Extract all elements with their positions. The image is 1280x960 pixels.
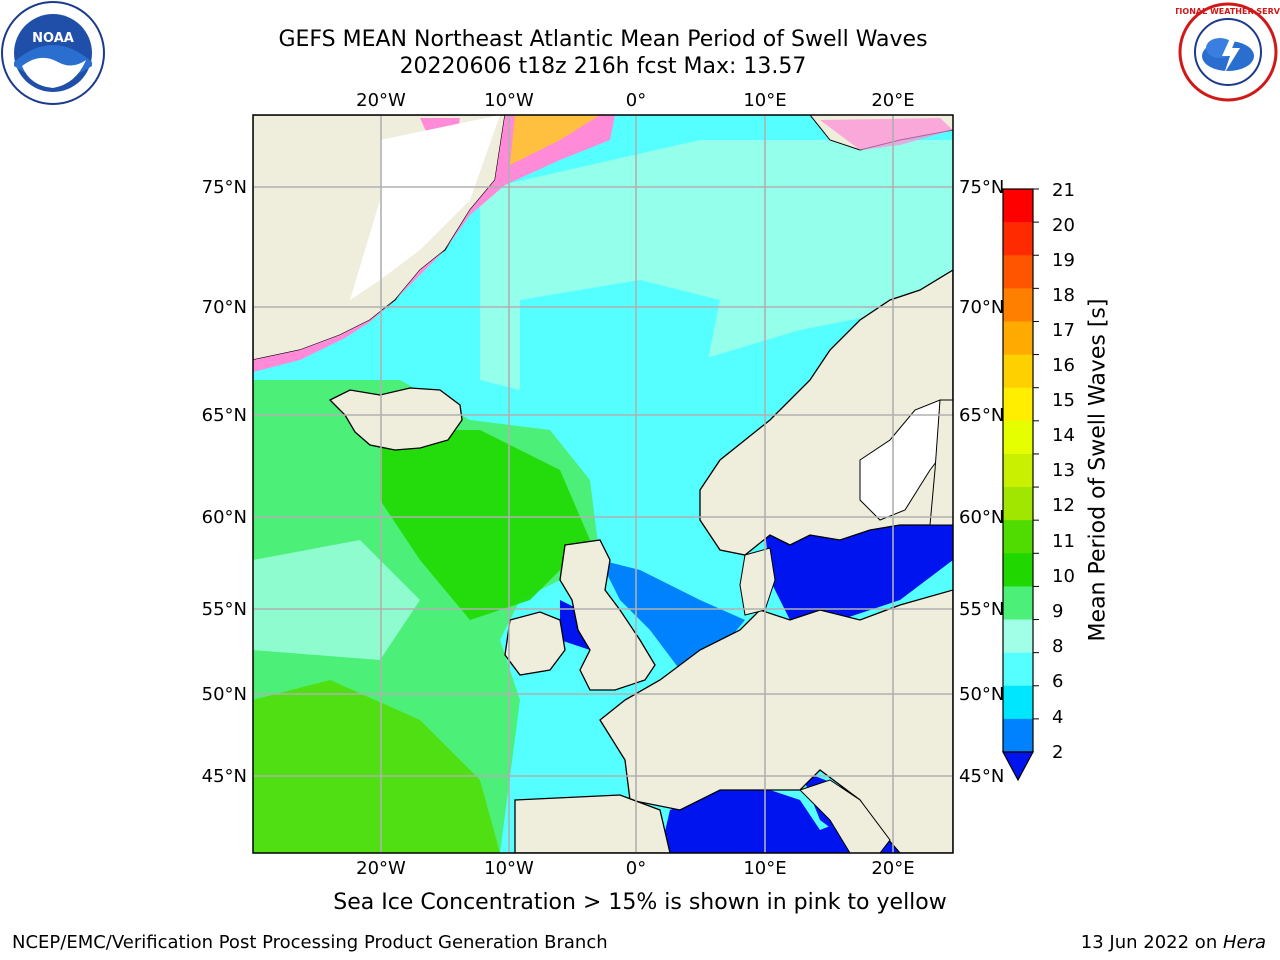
colorbar-tick-label: 15	[1052, 390, 1075, 411]
nws-logo-text: NATIONAL WEATHER SERVICE	[1176, 7, 1280, 16]
swell-zone-mid	[520, 280, 720, 440]
colorbar-segment	[1003, 487, 1033, 521]
chart-title: GEFS MEAN Northeast Atlantic Mean Period…	[278, 27, 928, 52]
colorbar-segment	[1003, 321, 1033, 356]
colorbar-segment	[1003, 685, 1033, 720]
graticule	[253, 115, 953, 853]
map-frame	[252, 114, 954, 854]
colorbar-segment	[1003, 288, 1033, 322]
colorbar-tick-label: 19	[1052, 250, 1075, 271]
lat-label-right: 45°N	[959, 766, 1004, 787]
colorbar-tick-label: 20	[1052, 215, 1075, 236]
colorbar-segment	[1003, 189, 1033, 223]
swell-zone-southgreen	[253, 680, 500, 853]
colorbar-segment	[1003, 222, 1033, 256]
lon-label-top: 20°E	[871, 90, 914, 111]
swell-zone-cyan-west	[253, 540, 420, 660]
lon-label-top: 10°W	[484, 90, 534, 111]
lon-label-top: 10°E	[743, 90, 786, 111]
colorbar-segment	[1003, 420, 1033, 455]
swell-zone-deepgreen	[380, 430, 590, 620]
colorbar-tick-label: 10	[1052, 566, 1075, 587]
svalbard-ice	[820, 118, 953, 150]
sea-ice-band	[253, 115, 615, 372]
footer-date-text: 13 Jun 2022 on	[1080, 932, 1223, 953]
lat-label-left: 70°N	[202, 297, 247, 318]
colorbar-segment	[1003, 255, 1033, 289]
lat-label-right: 60°N	[959, 507, 1004, 528]
lat-label-left: 55°N	[202, 599, 247, 620]
lon-label-bottom: 20°E	[871, 858, 914, 879]
colorbar-tick-label: 12	[1052, 495, 1075, 516]
lon-label-bottom: 20°W	[356, 858, 406, 879]
colorbar-segment	[1003, 387, 1033, 422]
colorbar-segment	[1003, 718, 1033, 753]
lat-label-right: 75°N	[959, 177, 1004, 198]
lat-labels-right: 75°N 70°N 65°N 60°N 55°N 50°N 45°N	[959, 177, 1004, 787]
colorbar-tick-label: 18	[1052, 285, 1075, 306]
colorbar-title: Mean Period of Swell Waves [s]	[1085, 298, 1111, 642]
europe-land	[599, 589, 953, 853]
lat-labels-left: 75°N 70°N 65°N 60°N 55°N 50°N 45°N	[202, 177, 247, 787]
lat-label-right: 55°N	[959, 599, 1004, 620]
colorbar-segment	[1003, 520, 1033, 554]
colorbar-segment	[1003, 652, 1033, 687]
colorbar-tick-label: 11	[1052, 531, 1075, 552]
colorbar-segment	[1003, 453, 1033, 488]
finland-land	[929, 399, 953, 526]
biscay-cyan	[540, 700, 625, 810]
lat-label-right: 70°N	[959, 297, 1004, 318]
colorbar-frame	[1002, 188, 1034, 753]
great-britain-land	[559, 539, 656, 691]
sea-ice-yellow	[510, 115, 600, 165]
footer-credit: NCEP/EMC/Verification Post Processing Pr…	[12, 932, 608, 953]
lat-label-right: 50°N	[959, 684, 1004, 705]
colorbar-tick-label: 4	[1052, 707, 1064, 728]
lat-label-left: 75°N	[202, 177, 247, 198]
colorbar-extend-triangle	[1001, 751, 1035, 782]
sea-ice-note: Sea Ice Concentration > 15% is shown in …	[333, 890, 947, 915]
lat-label-right: 65°N	[959, 405, 1004, 426]
colorbar-segment	[1003, 619, 1033, 654]
lon-label-top: 0°	[626, 90, 646, 111]
lat-label-left: 50°N	[202, 684, 247, 705]
lon-labels-top: 20°W 10°W 0° 10°E 20°E	[356, 90, 914, 111]
greenland-ice-white	[350, 115, 500, 300]
noaa-logo: NOAA	[1, 1, 105, 105]
lat-label-left: 60°N	[202, 507, 247, 528]
ireland-land	[504, 611, 566, 676]
lon-label-top: 20°W	[356, 90, 406, 111]
lon-label-bottom: 10°E	[743, 858, 786, 879]
colorbar-tick-label: 21	[1052, 180, 1075, 201]
map-panel	[253, 115, 953, 853]
lon-labels-bottom: 20°W 10°W 0° 10°E 20°E	[356, 858, 914, 879]
footer-date: 13 Jun 2022 on Hera	[1081, 932, 1266, 953]
colorbar-tick-label: 14	[1052, 425, 1075, 446]
lat-label-left: 45°N	[202, 766, 247, 787]
noaa-logo-text: NOAA	[32, 31, 74, 46]
bothnia-white	[859, 399, 953, 521]
colorbar-tick-label: 6	[1052, 671, 1064, 692]
italy-land	[799, 779, 891, 853]
colorbar-segment	[1003, 586, 1033, 621]
footer-host: Hera	[1222, 932, 1266, 953]
colorbar-tick-label: 9	[1052, 601, 1064, 622]
chart-subtitle: 20220606 t18z 216h fcst Max: 13.57	[399, 54, 807, 79]
iceland-land	[328, 387, 463, 451]
colorbar-tick-label: 16	[1052, 355, 1075, 376]
colorbar-segment	[1003, 553, 1033, 587]
colorbar-tick-label: 8	[1052, 636, 1064, 657]
nws-logo: NATIONAL WEATHER SERVICE	[1176, 2, 1280, 102]
lon-label-bottom: 0°	[626, 858, 646, 879]
colorbar-tick-label: 2	[1052, 742, 1064, 763]
colorbar-tick-label: 17	[1052, 320, 1075, 341]
lon-label-bottom: 10°W	[484, 858, 534, 879]
colorbar-segment	[1003, 354, 1033, 389]
colorbar-tick-label: 13	[1052, 460, 1075, 481]
iberia-land	[514, 794, 671, 853]
colorbar	[1001, 188, 1039, 782]
baltic-blue	[765, 520, 953, 620]
lat-label-left: 65°N	[202, 405, 247, 426]
